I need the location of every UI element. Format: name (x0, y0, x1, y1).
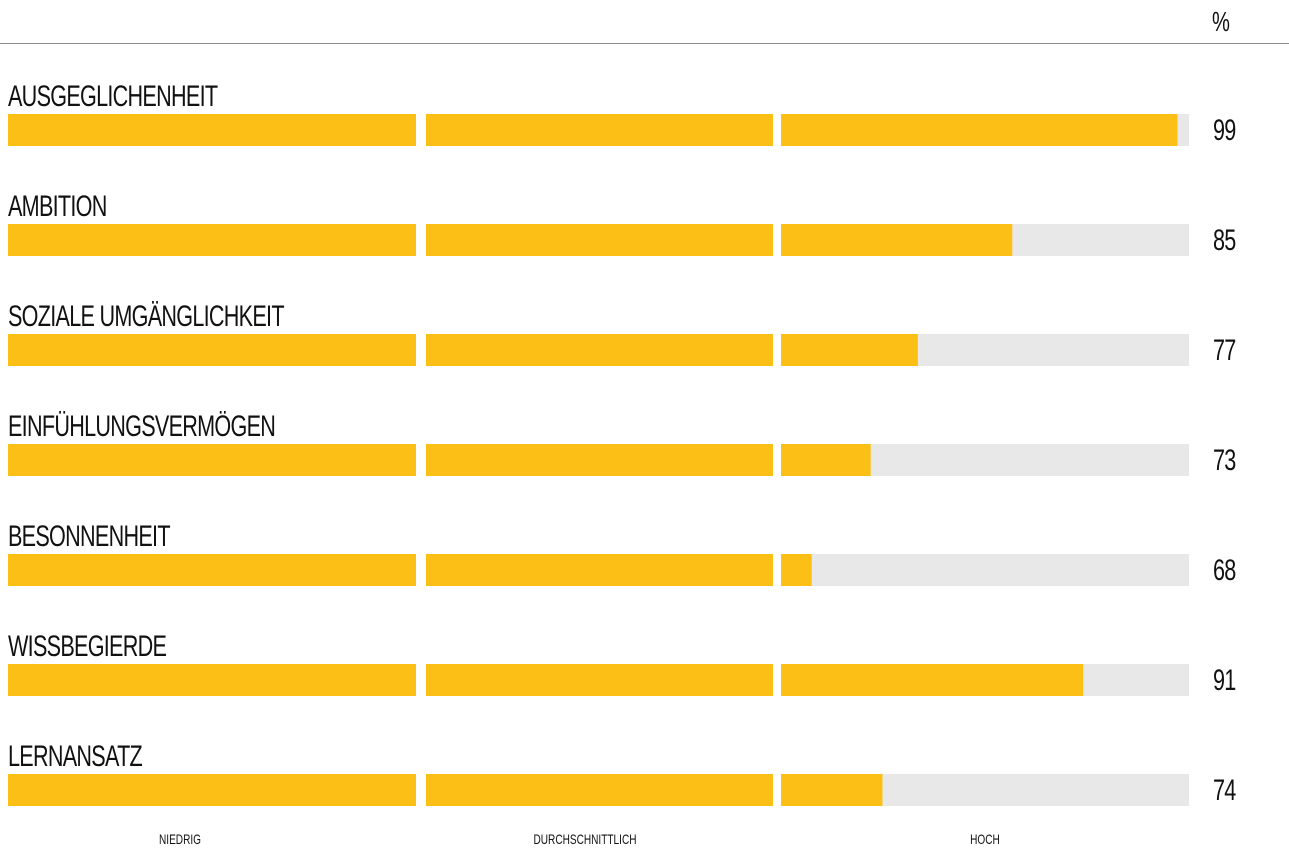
top-rule (0, 43, 1289, 44)
value-label: 73 (1213, 444, 1236, 477)
bar-fill-segment (426, 774, 773, 806)
bar-fill-segment (781, 774, 883, 806)
category-label: BESONNENHEIT (8, 520, 171, 553)
bar-fill-segment (8, 114, 416, 146)
category-label: WISSBEGIERDE (8, 630, 167, 663)
value-label: 91 (1213, 664, 1236, 697)
band-label: HOCH (970, 831, 1000, 847)
bar-fill-segment (426, 664, 773, 696)
band-label: NIEDRIG (158, 831, 202, 847)
bar-fill-segment (426, 444, 773, 476)
bar-fill-segment (426, 334, 773, 366)
value-label: 77 (1213, 334, 1236, 367)
bar-fill-segment (781, 334, 918, 366)
unit-label: % (1212, 6, 1230, 37)
bar-fill-segment (781, 114, 1178, 146)
category-label: EINFÜHLUNGSVERMÖGEN (8, 410, 276, 443)
value-label: 85 (1213, 224, 1236, 257)
category-label: AUSGEGLICHENHEIT (8, 80, 218, 113)
bar-fill-segment (426, 114, 773, 146)
bar-fill-segment (781, 554, 812, 586)
bar-fill-segment (781, 664, 1084, 696)
bar-fill-segment (8, 444, 416, 476)
bar-fill-segment (8, 554, 416, 586)
bar-fill-segment (8, 334, 416, 366)
category-label: AMBITION (8, 190, 107, 223)
bar-fill-segment (8, 774, 416, 806)
value-label: 74 (1213, 774, 1236, 807)
bar-fill-segment (8, 664, 416, 696)
category-label: SOZIALE UMGÄNGLICHKEIT (8, 300, 285, 333)
category-label: LERNANSATZ (8, 740, 143, 773)
value-label: 68 (1213, 554, 1236, 587)
band-label: DURCHSCHNITTLICH (533, 831, 637, 847)
bar-fill-segment (8, 224, 416, 256)
bar-fill-segment (426, 554, 773, 586)
bar-fill-segment (781, 444, 871, 476)
bar-fill-segment (781, 224, 1013, 256)
value-label: 99 (1213, 114, 1236, 147)
bar-fill-segment (426, 224, 773, 256)
bar-track-segment (781, 554, 1189, 586)
